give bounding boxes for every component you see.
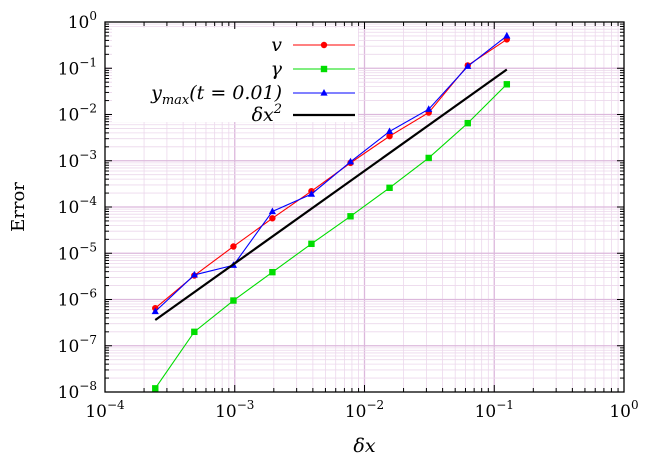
y-tick-label: 10−2 [58,102,97,126]
data-point [190,270,198,278]
data-point [307,190,316,197]
x-tick-label: 100 [609,398,638,422]
y-tick-label: 10−8 [58,379,97,403]
legend-label: v [271,34,282,56]
data-point [464,119,471,127]
data-point [152,385,159,392]
x-axis-title: δx [353,435,375,457]
legend-entry: γ [271,58,355,80]
plot-series [151,31,511,392]
data-point [230,297,237,304]
y-tick-label: 10−7 [58,333,97,357]
data-point [425,105,433,112]
data-point [320,89,328,96]
series-line [154,83,508,389]
data-point [503,81,511,88]
legend-label: ymax(t = 0.01) [150,82,282,108]
data-point [464,62,472,69]
data-point [268,207,276,215]
x-tick-label: 10−4 [85,398,125,422]
y-tick-label: 10−5 [58,240,97,264]
x-tick-label: 10−1 [475,398,514,422]
legend-box [112,28,358,122]
data-point [386,184,393,192]
series-line [154,38,508,309]
series-line [154,35,508,312]
x-tick-label: 10−2 [345,398,384,422]
x-tick-label: 10−3 [215,398,254,422]
data-point [386,132,393,140]
data-point [320,41,328,49]
data-point [151,307,159,315]
series-1 [152,81,511,392]
y-tick-label: 10−4 [58,194,98,218]
data-point [320,65,328,73]
y-tick-label: 100 [68,9,97,33]
legend-label: δx2 [252,102,282,126]
data-point [269,215,276,222]
data-point [191,328,198,336]
y-tick-label: 10−6 [58,287,97,311]
data-point [425,154,432,162]
legend-label: γ [271,58,283,80]
data-point [346,157,355,165]
legend-entry: ymax(t = 0.01) [150,82,355,108]
data-point [385,127,394,135]
axis-ticks: 10−4 10−3 10−2 10−1 100 10−8 10−7 10−6 10−5 10−4 1… [58,9,639,422]
legend-entry: δx2 [252,102,355,126]
legend-entry: v [271,34,355,56]
data-point [230,243,237,250]
y-tick-label: 10−1 [58,55,97,79]
data-point [269,268,276,276]
data-point [503,31,511,39]
series-line [154,68,508,321]
y-axis-title: Error [8,182,29,232]
data-point [308,240,315,248]
data-point [347,213,354,220]
y-tick-label: 10−3 [58,148,97,172]
series-3 [154,68,508,321]
